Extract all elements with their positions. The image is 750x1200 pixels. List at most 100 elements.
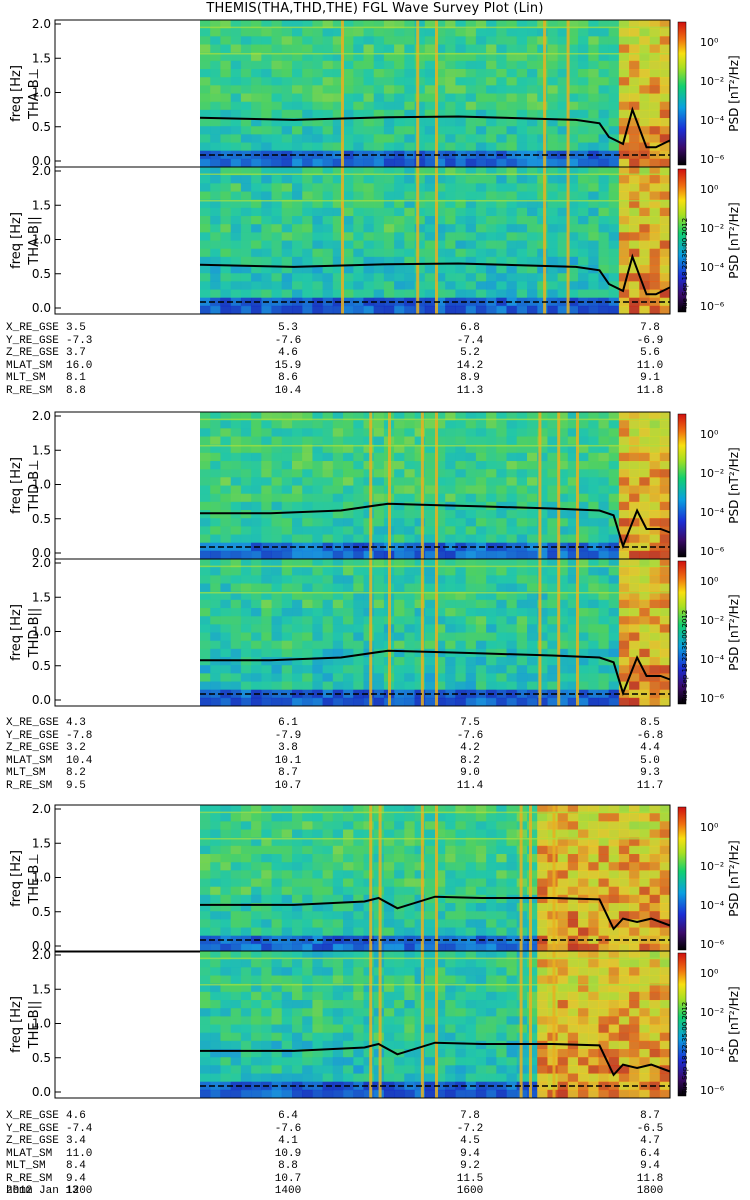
spectrogram-cell: [557, 1024, 569, 1034]
spectrogram-cell: [649, 77, 661, 86]
spectrogram-cell: [578, 1024, 589, 1034]
spectrogram-cell: [332, 657, 344, 666]
spectrogram-cell: [281, 911, 293, 920]
spectrogram-cell: [537, 510, 548, 519]
spectrogram-cell: [496, 559, 507, 568]
spectrogram-cell: [292, 77, 303, 86]
spectrogram-cell: [455, 837, 467, 847]
spectrogram-cell: [608, 951, 620, 960]
spectrogram-cell: [445, 550, 456, 560]
spectrogram-cell: [649, 813, 661, 822]
spectrogram-cell: [373, 673, 385, 682]
spectrogram-cell: [486, 813, 497, 822]
spectrogram-cell: [567, 632, 579, 642]
spectrogram-cell: [332, 673, 344, 682]
spectrogram-cell: [547, 673, 559, 682]
spectrogram-cell: [659, 510, 671, 519]
spectrogram-cell: [639, 420, 650, 429]
spectrogram-cell: [292, 878, 303, 888]
spectrogram-cell: [629, 248, 640, 258]
spectrogram-cell: [506, 69, 518, 78]
spectrogram-cell: [220, 935, 232, 945]
spectrogram-cell: [271, 632, 283, 642]
spectrogram-cell: [659, 477, 671, 486]
spectrogram-cell: [537, 534, 548, 544]
spectrogram-cell: [618, 477, 630, 486]
spectrogram-cell: [598, 657, 610, 666]
spectrogram-cell: [404, 903, 415, 912]
spectrogram-cell: [394, 85, 405, 94]
spectrogram-cell: [506, 927, 518, 937]
spectrogram-cell: [465, 1032, 477, 1042]
spectrogram-cell: [240, 216, 252, 225]
spectrogram-cell: [210, 191, 221, 201]
spectrogram-cell: [312, 77, 324, 86]
spectrogram-cell: [475, 281, 487, 290]
spectrogram-cell: [251, 469, 262, 478]
spectrogram-cell: [496, 567, 507, 576]
spectrogram-cell: [230, 903, 242, 912]
spectrogram-cell: [445, 862, 456, 871]
spectrogram-cell: [588, 959, 599, 968]
spectrogram-cell: [271, 44, 283, 54]
spectrogram-cell: [251, 1040, 262, 1050]
spectrogram-cell: [465, 109, 477, 119]
spectrogram-cell: [537, 583, 548, 593]
spectrogram-cell: [537, 281, 548, 290]
spectrogram-cell: [343, 813, 354, 822]
spectrogram-cell: [230, 232, 242, 241]
spectrogram-cell: [445, 1057, 456, 1066]
spectrogram-cell: [312, 207, 324, 217]
spectrogram-cell: [639, 485, 650, 495]
spectrogram-cell: [588, 845, 599, 855]
spectrogram-cell: [210, 559, 221, 568]
spectrogram-cell: [394, 191, 405, 201]
spectrogram-cell: [547, 648, 559, 658]
spectrogram-cell: [578, 28, 589, 37]
spectrogram-cell: [363, 657, 375, 666]
spectrogram-cell: [302, 983, 313, 993]
spectrogram-cell: [659, 20, 671, 29]
spectrogram-cell: [394, 1057, 405, 1066]
spectrogram-cell: [527, 305, 538, 315]
spectrogram-cell: [373, 109, 385, 119]
spectrogram-cell: [496, 477, 507, 486]
spectrogram-cell: [363, 305, 375, 315]
spectrogram-cell: [261, 518, 272, 527]
spectrogram-cell: [649, 697, 661, 707]
spectrogram-cell: [465, 518, 477, 527]
spectrogram-cell: [496, 93, 507, 103]
spectrogram-cell: [220, 199, 232, 209]
spectrogram-cell: [557, 575, 569, 584]
spectrogram-cell: [659, 697, 671, 707]
spectrogram-cell: [506, 175, 518, 184]
spectrogram-cell: [527, 77, 538, 86]
spectrogram-cell: [251, 991, 262, 1001]
spectrogram-cell: [527, 681, 538, 691]
spectrogram-cell: [414, 518, 426, 527]
spectrogram-cell: [322, 657, 334, 666]
spectrogram-cell: [465, 657, 477, 666]
spectrogram-cell: [445, 845, 456, 855]
spectrogram-cell: [496, 175, 507, 184]
spectrogram-cell: [547, 85, 559, 94]
spectrogram-cell: [578, 919, 589, 928]
spectrogram-cell: [292, 657, 303, 666]
spectrogram-cell: [414, 142, 426, 152]
spectrogram-cell: [200, 886, 211, 896]
spectrogram-cell: [363, 444, 375, 454]
spectrogram-cell: [455, 224, 467, 233]
spectrogram-cell: [475, 943, 487, 953]
spectrogram-cell: [322, 975, 334, 985]
spectrogram-cell: [424, 959, 436, 968]
spectrogram-cell: [445, 697, 456, 707]
spectrogram-cell: [200, 109, 211, 119]
spectrogram-cell: [588, 534, 599, 544]
spectrogram-cell: [302, 681, 313, 691]
y-tick-label: 0.0: [32, 693, 51, 707]
spectrogram-cell: [578, 85, 589, 94]
spectrogram-cell: [659, 575, 671, 584]
spectrogram-cell: [588, 281, 599, 290]
spectrogram-cell: [210, 444, 221, 454]
spectrogram-cell: [516, 697, 528, 707]
